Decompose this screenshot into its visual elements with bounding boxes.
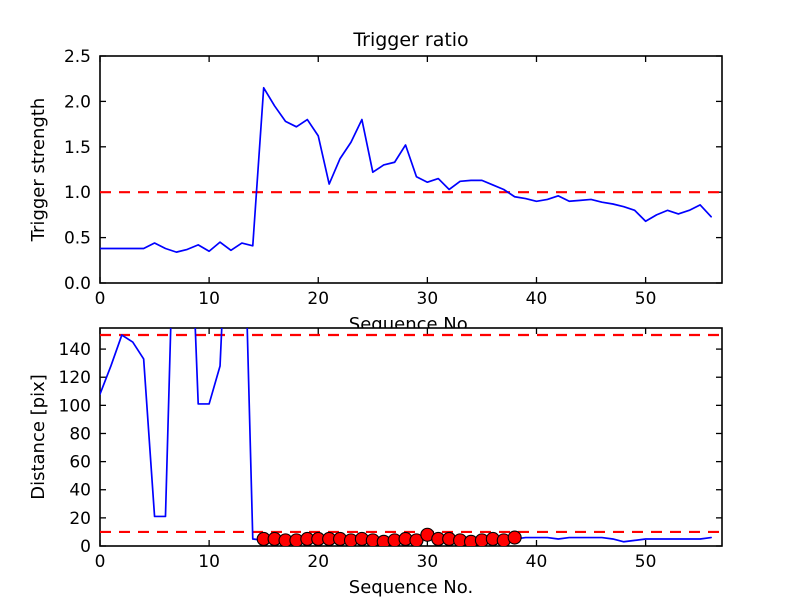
- ylabel-top: Trigger strength: [28, 98, 49, 243]
- yticklabel-top-5: 2.5: [64, 47, 91, 67]
- ylabel-bottom: Distance [pix]: [28, 374, 49, 500]
- xticklabel-top-5: 50: [635, 289, 657, 309]
- yticklabel-bottom-1: 20: [69, 509, 91, 529]
- yticklabel-bottom-7: 140: [59, 340, 91, 360]
- yticklabel-bottom-4: 80: [69, 424, 91, 444]
- chart-title-top: Trigger ratio: [352, 29, 468, 51]
- xticklabel-bottom-3: 30: [417, 552, 439, 572]
- xticklabel-bottom-2: 20: [307, 552, 329, 572]
- yticklabel-bottom-0: 0: [80, 537, 91, 557]
- xticklabel-top-1: 10: [198, 289, 220, 309]
- xticklabel-bottom-5: 50: [635, 552, 657, 572]
- xticklabel-top-3: 30: [417, 289, 439, 309]
- xlabel-bottom: Sequence No.: [349, 577, 473, 598]
- yticklabel-top-3: 1.5: [64, 138, 91, 158]
- data-marker-bottom: [409, 533, 424, 546]
- xticklabel-bottom-1: 10: [198, 552, 220, 572]
- xticklabel-top-2: 20: [307, 289, 329, 309]
- yticklabel-bottom-3: 60: [69, 453, 91, 473]
- yticklabel-bottom-2: 40: [69, 481, 91, 501]
- yticklabel-bottom-6: 120: [59, 368, 91, 388]
- data-line-top-0: [100, 86, 712, 253]
- xticklabel-bottom-0: 0: [95, 552, 106, 572]
- yticklabel-bottom-5: 100: [59, 396, 91, 416]
- yticklabel-top-2: 1.0: [64, 183, 91, 203]
- data-marker-bottom: [507, 530, 522, 545]
- xticklabel-top-4: 40: [526, 289, 548, 309]
- yticklabel-top-1: 0.5: [64, 229, 91, 249]
- xticklabel-top-0: 0: [95, 289, 106, 309]
- yticklabel-top-4: 2.0: [64, 92, 91, 112]
- xticklabel-bottom-4: 40: [526, 552, 548, 572]
- plot-frame-bottom: [99, 327, 723, 547]
- yticklabel-top-0: 0.0: [64, 274, 91, 294]
- plot-frame-top: [99, 55, 723, 284]
- bottom-plot-background: [99, 328, 723, 546]
